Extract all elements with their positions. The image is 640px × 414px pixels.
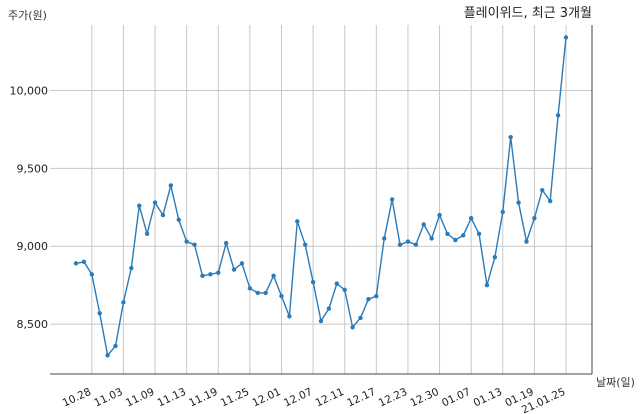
data-point: [137, 203, 142, 208]
y-tick-label: 9,000: [17, 240, 49, 253]
data-points: [73, 35, 569, 358]
y-tick-label: 9,500: [17, 162, 49, 175]
data-point: [484, 282, 490, 288]
data-point: [255, 290, 260, 296]
x-tick-labels: 10.28 11.03 11.09 11.13 11.19 11.25 12.01 12.07…: [61, 386, 568, 414]
data-point: [405, 239, 411, 244]
data-point: [555, 113, 561, 118]
data-point: [492, 254, 498, 260]
data-point: [247, 286, 253, 291]
x-tick-label: 01.13: [472, 386, 504, 410]
data-point: [295, 219, 300, 224]
data-point: [231, 267, 237, 272]
x-axis-label: 날짜(일): [596, 375, 635, 389]
data-point: [389, 197, 395, 202]
x-tick-label: 11.03: [92, 386, 124, 410]
data-point: [160, 212, 166, 218]
data-point: [302, 242, 308, 247]
data-point: [429, 236, 434, 241]
data-point: [366, 297, 371, 302]
x-tick-label: 12.23: [377, 386, 409, 410]
chart-title: 플레이위드, 최근 3개월: [464, 6, 592, 21]
data-point: [208, 272, 213, 277]
data-point: [540, 187, 545, 193]
x-tick-label: 12.11: [314, 386, 346, 410]
data-point: [382, 236, 387, 241]
grid-lines: [50, 25, 592, 374]
data-point: [468, 215, 474, 221]
x-tick-label: 11.13: [156, 386, 188, 410]
data-point: [144, 231, 150, 236]
data-point: [413, 242, 419, 247]
data-point: [516, 200, 521, 205]
data-point: [287, 314, 292, 319]
x-tick-label: 11.19: [187, 386, 219, 410]
data-point: [223, 240, 229, 246]
data-point: [326, 306, 332, 311]
data-point: [524, 239, 529, 244]
data-point: [334, 281, 340, 286]
x-tick-label: 12.30: [408, 386, 440, 410]
data-point: [271, 273, 276, 279]
data-point: [168, 183, 174, 188]
x-tick-label: 12.07: [282, 386, 314, 410]
data-point: [73, 261, 79, 266]
data-point: [239, 261, 245, 266]
y-tick-label: 10,000: [10, 84, 49, 97]
data-point: [310, 279, 316, 285]
data-point: [97, 311, 102, 316]
data-point: [263, 290, 268, 296]
data-point: [105, 353, 110, 358]
axes: [50, 25, 593, 375]
x-tick-label: 11.25: [219, 386, 251, 410]
data-point: [445, 231, 450, 236]
x-tick-label: 10.28: [61, 386, 93, 410]
data-point: [453, 237, 458, 243]
data-point: [350, 325, 355, 330]
data-point: [318, 318, 324, 324]
data-point: [121, 300, 126, 305]
data-point: [358, 315, 363, 321]
data-point: [563, 35, 569, 40]
data-point: [508, 134, 513, 140]
data-point: [461, 233, 466, 238]
data-point: [129, 265, 134, 271]
data-point: [437, 212, 442, 218]
data-point: [547, 198, 553, 204]
data-point: [152, 200, 158, 205]
data-point: [200, 273, 205, 279]
series-line: [75, 37, 567, 357]
data-point: [216, 270, 221, 275]
x-tick-label: 12.17: [345, 386, 377, 410]
data-point: [342, 287, 347, 293]
data-point: [192, 242, 197, 247]
data-point: [176, 217, 181, 222]
data-point: [476, 231, 482, 236]
data-point: [374, 293, 379, 299]
data-point: [279, 293, 284, 299]
data-point: [397, 242, 403, 247]
x-tick-label: 11.09: [124, 386, 156, 410]
x-tick-label: 12.01: [250, 386, 282, 410]
data-point: [81, 259, 87, 265]
x-tick-label: 01.07: [440, 386, 472, 410]
data-point: [500, 209, 505, 215]
y-tick-labels: 8,500 9,000 9,500 10,000: [10, 84, 49, 331]
data-point: [89, 272, 95, 277]
data-point: [421, 222, 426, 227]
data-point: [532, 215, 537, 221]
data-point: [184, 239, 189, 244]
y-tick-label: 8,500: [17, 318, 49, 331]
y-axis-label: 주가(원): [8, 9, 47, 22]
data-point: [113, 343, 118, 349]
